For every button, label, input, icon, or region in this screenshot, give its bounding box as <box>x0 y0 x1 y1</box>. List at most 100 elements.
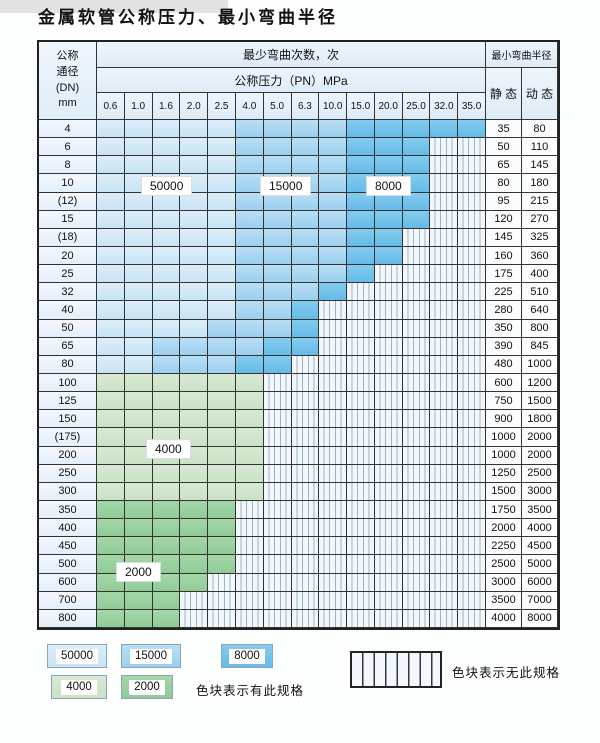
spec-cell <box>430 446 459 465</box>
spec-cell <box>208 555 236 574</box>
spec-cell <box>402 373 431 393</box>
spec-cell <box>97 156 125 175</box>
static-radius-value: 225 <box>486 283 522 302</box>
spec-cell <box>235 246 264 266</box>
legend-swatch-2000-label: 2000 <box>129 679 165 695</box>
spec-cell <box>208 210 236 229</box>
spec-cell <box>124 519 153 538</box>
spec-cell <box>124 192 153 211</box>
spec-cell <box>208 228 236 247</box>
spec-cell <box>180 555 209 574</box>
spec-cell <box>208 319 236 338</box>
spec-cell <box>458 392 486 411</box>
spec-cell <box>263 373 292 393</box>
spec-cell <box>374 573 403 592</box>
spec-cell <box>458 174 486 193</box>
spec-cell <box>458 609 486 628</box>
spec-cell <box>430 591 459 610</box>
spec-cell <box>208 192 236 211</box>
spec-cell <box>374 301 403 320</box>
static-radius-value: 1000 <box>486 446 522 465</box>
spec-cell <box>263 537 292 556</box>
spec-cell <box>430 519 459 538</box>
dynamic-radius-value: 510 <box>522 283 558 302</box>
spec-cell <box>319 428 348 447</box>
dynamic-radius-value: 1200 <box>522 373 558 393</box>
spec-cell <box>180 319 209 338</box>
spec-cell <box>402 573 431 592</box>
spec-cell <box>97 428 125 447</box>
spec-cell <box>152 464 181 483</box>
spec-cell <box>208 500 236 520</box>
spec-cell <box>458 500 486 520</box>
spec-cell <box>402 500 431 520</box>
spec-cell <box>263 555 292 574</box>
spec-cell <box>180 573 209 592</box>
spec-cell <box>180 228 209 247</box>
spec-cell <box>430 373 459 393</box>
spec-cell <box>374 319 403 338</box>
dn-value: 700 <box>39 591 97 610</box>
spec-cell <box>263 246 292 266</box>
dn-value: 200 <box>39 446 97 465</box>
spec-cell <box>430 265 459 284</box>
pressure-tick: 1.0 <box>124 93 153 120</box>
pressure-tick: 10.0 <box>319 93 348 120</box>
spec-cell <box>124 246 153 266</box>
spec-cell <box>180 500 209 520</box>
radius-header: 最小弯曲半径 <box>486 42 558 68</box>
dn-value: 100 <box>39 373 97 393</box>
spec-cell <box>319 482 348 501</box>
static-radius-value: 350 <box>486 319 522 338</box>
spec-cell <box>235 265 264 284</box>
legend-swatch-15000: 15000 <box>122 645 180 667</box>
spec-cell <box>97 138 125 157</box>
spec-cell <box>374 228 403 247</box>
spec-cell <box>374 373 403 393</box>
spec-cell <box>430 482 459 501</box>
spec-cell <box>152 537 181 556</box>
spec-cell <box>208 537 236 556</box>
spec-cell <box>263 301 292 320</box>
dn-value: 125 <box>39 392 97 411</box>
dn-value: 80 <box>39 355 97 374</box>
spec-cell <box>124 482 153 501</box>
pressure-tick: 15.0 <box>347 93 375 120</box>
spec-cell <box>347 138 375 157</box>
spec-cell <box>347 410 375 429</box>
spec-cell <box>263 355 292 374</box>
dynamic-radius-value: 3000 <box>522 482 558 501</box>
static-radius-value: 50 <box>486 138 522 157</box>
spec-cell <box>319 319 348 338</box>
spec-cell <box>180 482 209 501</box>
spec-cell <box>263 392 292 411</box>
spec-cell <box>319 210 348 229</box>
legend-no-spec-text: 色块表示无此规格 <box>452 666 561 680</box>
dn-value: 4 <box>39 120 97 139</box>
spec-cell <box>402 410 431 429</box>
spec-cell <box>319 174 348 193</box>
spec-cell <box>263 500 292 520</box>
spec-cell <box>430 573 459 592</box>
spec-cell <box>180 283 209 302</box>
spec-cell <box>319 519 348 538</box>
spec-cell <box>208 246 236 266</box>
pressure-tick: 2.0 <box>180 93 209 120</box>
dynamic-radius-value: 800 <box>522 319 558 338</box>
spec-cell <box>263 138 292 157</box>
spec-cell <box>180 210 209 229</box>
spec-cell <box>291 519 320 538</box>
spec-cell <box>458 265 486 284</box>
spec-cell <box>97 319 125 338</box>
spec-cell <box>402 428 431 447</box>
spec-cell <box>430 609 459 628</box>
spec-cell <box>208 373 236 393</box>
spec-cell <box>180 138 209 157</box>
dn-value: (12) <box>39 192 97 211</box>
spec-cell <box>180 410 209 429</box>
spec-cell <box>291 246 320 266</box>
spec-cell <box>97 464 125 483</box>
dynamic-radius-value: 180 <box>522 174 558 193</box>
spec-cell <box>291 537 320 556</box>
static-radius-value: 95 <box>486 192 522 211</box>
